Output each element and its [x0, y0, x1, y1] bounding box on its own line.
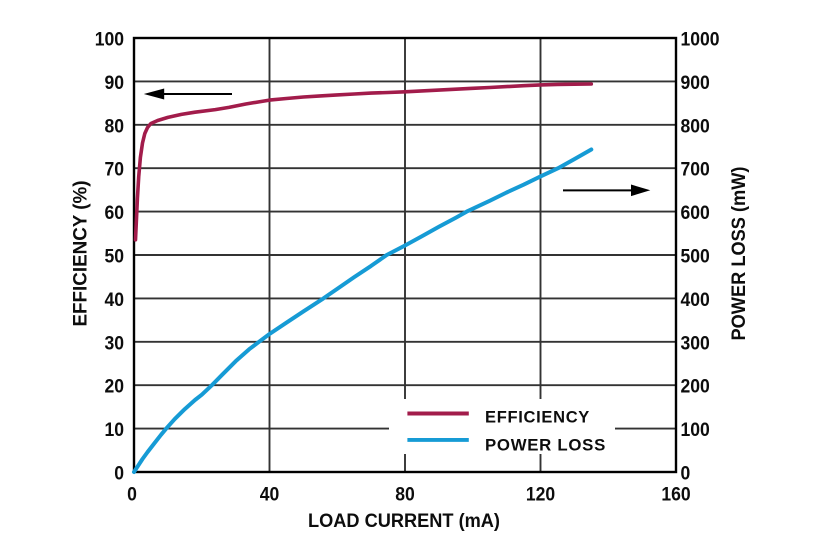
svg-text:LOAD CURRENT (mA): LOAD CURRENT (mA) — [308, 511, 500, 532]
svg-text:EFFICIENCY: EFFICIENCY — [485, 409, 590, 427]
svg-text:60: 60 — [104, 201, 124, 223]
svg-text:POWER LOSS: POWER LOSS — [485, 436, 606, 454]
svg-text:40: 40 — [104, 288, 124, 310]
svg-text:300: 300 — [680, 331, 709, 353]
svg-text:10: 10 — [104, 418, 124, 440]
svg-text:500: 500 — [680, 245, 709, 267]
svg-text:90: 90 — [104, 71, 124, 93]
svg-text:20: 20 — [104, 375, 124, 397]
svg-text:900: 900 — [680, 71, 709, 93]
svg-text:80: 80 — [104, 114, 124, 136]
svg-text:70: 70 — [104, 158, 124, 180]
svg-text:POWER LOSS (mW): POWER LOSS (mW) — [729, 167, 750, 341]
svg-text:120: 120 — [526, 483, 555, 505]
svg-text:0: 0 — [114, 462, 124, 484]
svg-text:160: 160 — [661, 483, 690, 505]
svg-text:200: 200 — [680, 375, 709, 397]
svg-text:EFFICIENCY (%): EFFICIENCY (%) — [71, 181, 92, 327]
svg-text:100: 100 — [680, 418, 709, 440]
svg-text:30: 30 — [104, 331, 124, 353]
svg-text:800: 800 — [680, 114, 709, 136]
svg-text:600: 600 — [680, 201, 709, 223]
svg-text:1000: 1000 — [680, 28, 719, 50]
svg-text:700: 700 — [680, 158, 709, 180]
svg-text:50: 50 — [104, 245, 124, 267]
svg-text:0: 0 — [680, 462, 690, 484]
svg-text:100: 100 — [95, 28, 124, 50]
svg-text:0: 0 — [127, 483, 137, 505]
svg-text:80: 80 — [395, 483, 415, 505]
svg-text:40: 40 — [260, 483, 280, 505]
svg-text:400: 400 — [680, 288, 709, 310]
